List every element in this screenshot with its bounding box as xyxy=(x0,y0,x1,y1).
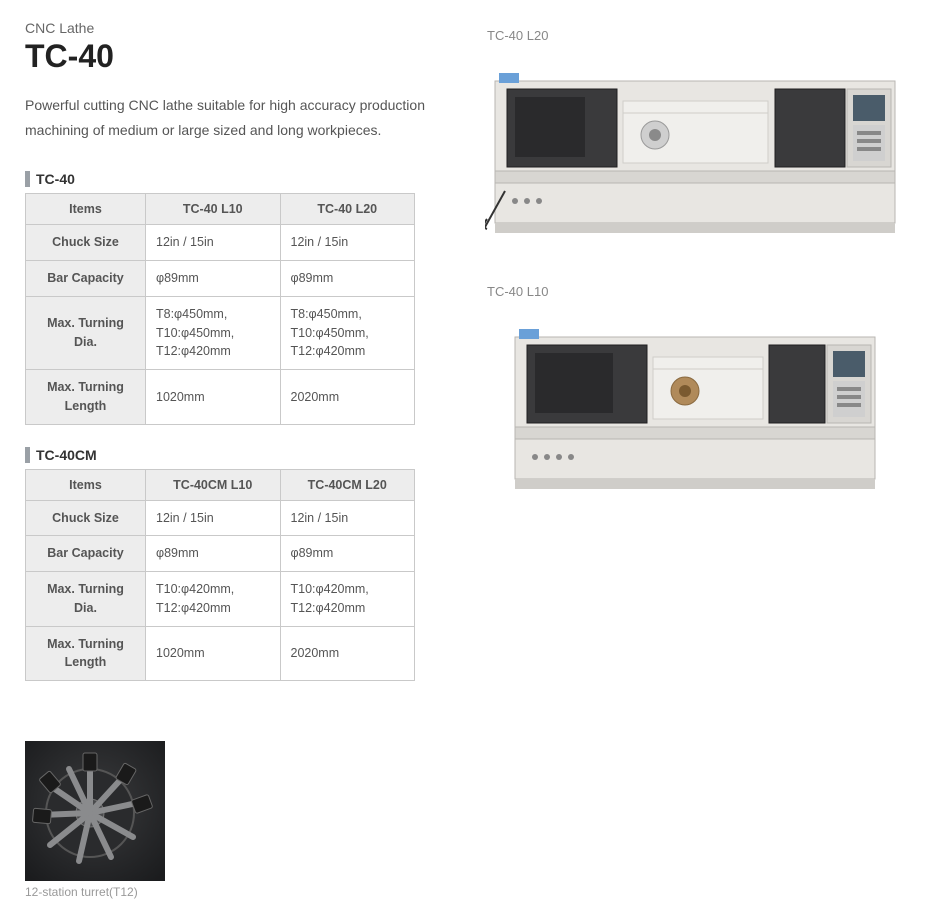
row-cell: 1020mm xyxy=(146,626,281,681)
table-header-items: Items xyxy=(26,194,146,225)
row-cell: φ89mm xyxy=(280,536,415,572)
product-model-title: TC-40 xyxy=(25,38,445,75)
row-cell: 2020mm xyxy=(280,370,415,425)
table-row: Max. Turning Length1020mm2020mm xyxy=(26,370,415,425)
row-cell: T8:φ450mm, T10:φ450mm, T12:φ420mm xyxy=(280,296,415,369)
table-row: Chuck Size12in / 15in12in / 15in xyxy=(26,500,415,536)
row-cell: φ89mm xyxy=(146,261,281,297)
turret-figure: 12-station turret(T12) xyxy=(25,741,445,899)
spec-table-tc40cm: Items TC-40CM L10 TC-40CM L20 Chuck Size… xyxy=(25,469,415,682)
row-cell: 12in / 15in xyxy=(280,500,415,536)
table-row: Bar Capacityφ89mmφ89mm xyxy=(26,261,415,297)
row-label: Chuck Size xyxy=(26,500,146,536)
table-col-header: TC-40 L10 xyxy=(146,194,281,225)
row-cell: φ89mm xyxy=(280,261,415,297)
row-label: Max. Turning Length xyxy=(26,370,146,425)
spec-table-tc40: Items TC-40 L10 TC-40 L20 Chuck Size12in… xyxy=(25,193,415,424)
product-category: CNC Lathe xyxy=(25,20,445,36)
machine-figure-l10: TC-40 L10 xyxy=(485,284,915,500)
row-cell: 12in / 15in xyxy=(146,225,281,261)
spec-table-body: Chuck Size12in / 15in12in / 15inBar Capa… xyxy=(26,225,415,424)
row-label: Max. Turning Dia. xyxy=(26,296,146,369)
row-cell: 1020mm xyxy=(146,370,281,425)
table-heading-tc40: TC-40 xyxy=(25,171,445,187)
row-cell: 2020mm xyxy=(280,626,415,681)
row-cell: φ89mm xyxy=(146,536,281,572)
machine-image-l20 xyxy=(485,51,915,241)
row-label: Chuck Size xyxy=(26,225,146,261)
spec-table-body: Chuck Size12in / 15in12in / 15inBar Capa… xyxy=(26,500,415,681)
table-col-header: TC-40 L20 xyxy=(280,194,415,225)
row-cell: 12in / 15in xyxy=(280,225,415,261)
table-heading-tc40cm: TC-40CM xyxy=(25,447,445,463)
row-label: Max. Turning Dia. xyxy=(26,572,146,627)
table-row: Bar Capacityφ89mmφ89mm xyxy=(26,536,415,572)
turret-image xyxy=(25,741,165,881)
row-cell: 12in / 15in xyxy=(146,500,281,536)
row-cell: T8:φ450mm, T10:φ450mm, T12:φ420mm xyxy=(146,296,281,369)
table-header-items: Items xyxy=(26,469,146,500)
table-col-header: TC-40CM L10 xyxy=(146,469,281,500)
table-row: Max. Turning Dia.T10:φ420mm, T12:φ420mmT… xyxy=(26,572,415,627)
row-cell: T10:φ420mm, T12:φ420mm xyxy=(146,572,281,627)
row-label: Bar Capacity xyxy=(26,536,146,572)
row-label: Max. Turning Length xyxy=(26,626,146,681)
row-label: Bar Capacity xyxy=(26,261,146,297)
figure-caption-l20: TC-40 L20 xyxy=(487,28,915,43)
machine-image-l10 xyxy=(485,307,915,497)
table-row: Max. Turning Dia.T8:φ450mm, T10:φ450mm, … xyxy=(26,296,415,369)
table-col-header: TC-40CM L20 xyxy=(280,469,415,500)
table-row: Max. Turning Length1020mm2020mm xyxy=(26,626,415,681)
product-description: Powerful cutting CNC lathe suitable for … xyxy=(25,93,425,143)
machine-figure-l20: TC-40 L20 xyxy=(485,28,915,244)
figure-caption-l10: TC-40 L10 xyxy=(487,284,915,299)
turret-caption: 12-station turret(T12) xyxy=(25,885,445,899)
table-row: Chuck Size12in / 15in12in / 15in xyxy=(26,225,415,261)
row-cell: T10:φ420mm, T12:φ420mm xyxy=(280,572,415,627)
